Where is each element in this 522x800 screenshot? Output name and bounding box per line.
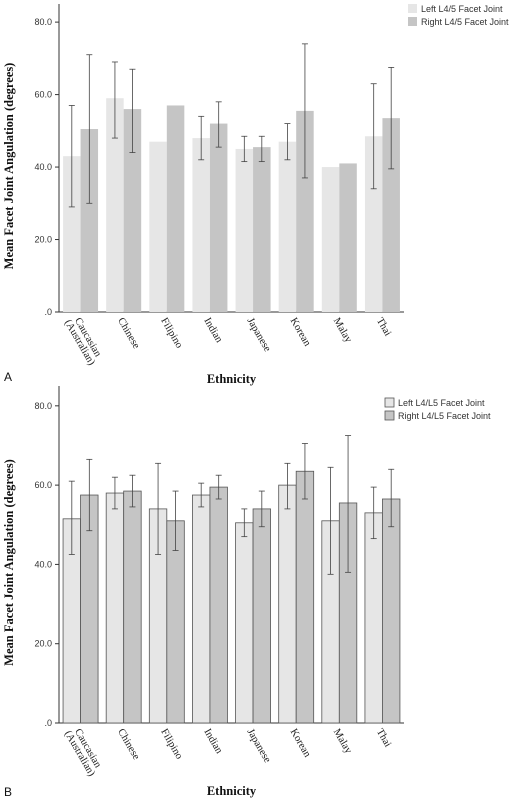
x-tick-label: Filipino <box>158 727 184 761</box>
bar <box>252 508 271 724</box>
legend-label: Left L4/L5 Facet Joint <box>398 398 485 408</box>
y-tick-label: 80.0 <box>34 401 52 411</box>
legend-label: Right L4/5 Facet Joint <box>421 17 509 27</box>
x-tick-label: Malay <box>331 727 354 756</box>
bar <box>278 141 297 312</box>
x-tick-label: Thai <box>374 316 393 338</box>
bar <box>321 167 340 312</box>
y-axis-title: Mean Facet Joint Angulation (degrees) <box>2 459 16 666</box>
bar <box>166 105 185 312</box>
x-tick-label: Filipino <box>158 316 184 350</box>
bar <box>339 163 357 312</box>
bar <box>80 129 99 312</box>
bar <box>382 498 401 724</box>
bar <box>295 470 315 724</box>
bar <box>278 484 297 724</box>
panel-letter: A <box>4 370 12 384</box>
bar <box>192 138 210 312</box>
y-tick-label: 40.0 <box>34 162 52 172</box>
bar <box>123 490 142 724</box>
bar <box>235 522 254 724</box>
bar <box>105 492 125 724</box>
x-tick-label: Korean <box>288 727 313 760</box>
y-tick-label: 20.0 <box>34 639 52 649</box>
x-tick-label: Chinese <box>115 316 142 351</box>
x-tick-label: Japanese <box>244 316 272 354</box>
bar <box>364 136 383 312</box>
bar <box>235 148 254 312</box>
y-tick-label: .0 <box>44 718 52 728</box>
x-tick-label: Japanese <box>244 727 272 765</box>
bar <box>209 486 228 724</box>
bar <box>166 520 185 724</box>
legend-swatch <box>384 397 395 408</box>
legend-swatch <box>384 410 395 421</box>
bar <box>149 141 167 312</box>
legend-label: Left L4/5 Facet Joint <box>421 4 503 14</box>
x-axis-title: Ethnicity <box>207 372 257 386</box>
x-tick-label: Indian <box>201 316 224 345</box>
y-tick-label: 80.0 <box>34 17 52 27</box>
x-axis-title: Ethnicity <box>207 784 257 798</box>
x-tick-label: Thai <box>374 727 393 749</box>
bar <box>382 118 400 312</box>
y-tick-label: 60.0 <box>34 90 52 100</box>
bar <box>123 109 142 312</box>
x-tick-label: Chinese <box>115 727 142 762</box>
bar <box>296 110 314 312</box>
x-tick-label: Indian <box>201 727 224 756</box>
x-tick-label: Korean <box>288 316 313 349</box>
x-tick-label: Malay <box>331 316 354 345</box>
y-tick-label: 20.0 <box>34 235 52 245</box>
bar <box>192 494 211 724</box>
y-tick-label: .0 <box>44 307 52 317</box>
panel-letter: B <box>4 785 12 799</box>
bar <box>63 156 81 312</box>
y-tick-label: 60.0 <box>34 480 52 490</box>
bar <box>253 147 271 312</box>
y-tick-label: 40.0 <box>34 559 52 569</box>
y-axis-title: Mean Facet Joint Angulation (degrees) <box>2 63 16 270</box>
bar <box>209 123 228 312</box>
legend-label: Right L4/L5 Facet Joint <box>398 411 491 421</box>
legend-swatch <box>408 4 417 13</box>
legend-swatch <box>408 17 417 26</box>
bar <box>364 512 383 724</box>
bar <box>106 98 124 312</box>
